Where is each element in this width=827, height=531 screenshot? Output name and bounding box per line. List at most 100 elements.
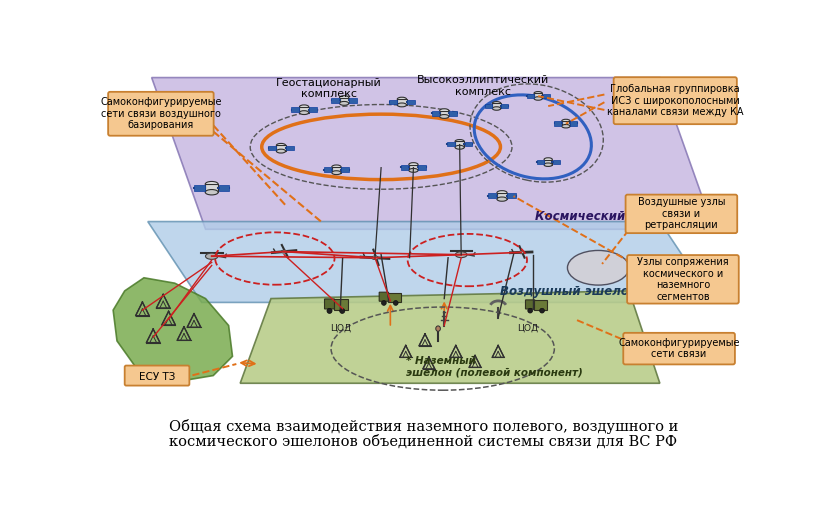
Bar bbox=[418, 165, 426, 169]
Bar bbox=[534, 93, 543, 98]
Ellipse shape bbox=[455, 145, 464, 149]
Ellipse shape bbox=[497, 197, 507, 201]
Text: Высокоэллиптический
комплекс: Высокоэллиптический комплекс bbox=[417, 75, 549, 97]
Bar bbox=[407, 99, 414, 104]
Ellipse shape bbox=[519, 251, 524, 254]
Text: Самоконфигурируемые
сети связи: Самоконфигурируемые сети связи bbox=[619, 338, 740, 359]
Bar bbox=[571, 122, 577, 125]
Ellipse shape bbox=[340, 309, 345, 313]
Bar bbox=[332, 98, 339, 102]
Text: ЦОД: ЦОД bbox=[517, 323, 538, 332]
Bar bbox=[323, 167, 332, 172]
Bar bbox=[488, 193, 496, 198]
FancyBboxPatch shape bbox=[324, 299, 334, 309]
Text: Общая схема взаимодействия наземного полевого, воздушного и: Общая схема взаимодействия наземного пол… bbox=[169, 419, 678, 434]
Ellipse shape bbox=[332, 165, 341, 169]
Ellipse shape bbox=[440, 109, 449, 113]
Bar bbox=[534, 300, 547, 310]
Text: Геостационарный
комплекс: Геостационарный комплекс bbox=[276, 78, 381, 99]
Bar bbox=[527, 93, 533, 98]
Polygon shape bbox=[151, 78, 714, 229]
Ellipse shape bbox=[340, 96, 349, 99]
Ellipse shape bbox=[534, 91, 543, 95]
Text: Глобальная группировка
ИСЗ с широкополосными
каналами связи между КА: Глобальная группировка ИСЗ с широкополос… bbox=[607, 84, 743, 117]
Polygon shape bbox=[240, 291, 660, 383]
Polygon shape bbox=[148, 221, 714, 303]
Ellipse shape bbox=[381, 301, 386, 305]
Bar bbox=[388, 293, 401, 302]
Ellipse shape bbox=[528, 309, 533, 313]
Bar bbox=[286, 145, 294, 150]
Ellipse shape bbox=[205, 182, 218, 187]
Ellipse shape bbox=[497, 191, 507, 195]
Ellipse shape bbox=[340, 101, 349, 105]
Bar bbox=[390, 99, 397, 104]
Ellipse shape bbox=[409, 162, 418, 167]
Bar bbox=[497, 193, 507, 199]
FancyBboxPatch shape bbox=[379, 292, 389, 301]
Bar bbox=[508, 193, 516, 198]
Ellipse shape bbox=[562, 119, 570, 123]
Bar bbox=[501, 104, 508, 108]
Bar bbox=[544, 159, 552, 165]
FancyBboxPatch shape bbox=[627, 255, 739, 304]
Ellipse shape bbox=[540, 309, 544, 313]
FancyBboxPatch shape bbox=[108, 92, 213, 136]
Bar bbox=[194, 185, 205, 191]
Bar bbox=[268, 145, 276, 150]
Bar bbox=[465, 142, 472, 147]
Bar bbox=[340, 98, 349, 104]
Ellipse shape bbox=[276, 143, 285, 147]
Bar bbox=[205, 184, 218, 192]
Ellipse shape bbox=[567, 251, 629, 285]
Ellipse shape bbox=[436, 326, 441, 331]
Ellipse shape bbox=[299, 110, 308, 115]
Ellipse shape bbox=[281, 250, 287, 253]
Ellipse shape bbox=[276, 149, 285, 153]
Bar bbox=[449, 111, 457, 116]
Bar bbox=[562, 121, 570, 126]
Ellipse shape bbox=[327, 309, 332, 313]
Bar bbox=[276, 145, 285, 151]
Ellipse shape bbox=[492, 107, 501, 110]
Bar bbox=[455, 141, 464, 147]
Bar bbox=[432, 111, 439, 116]
FancyBboxPatch shape bbox=[625, 195, 737, 233]
Ellipse shape bbox=[394, 301, 398, 305]
Bar bbox=[440, 110, 449, 116]
Text: Космический эшелон: Космический эшелон bbox=[535, 210, 681, 223]
Text: Узлы сопряжения
космического и
наземного
сегментов: Узлы сопряжения космического и наземного… bbox=[637, 257, 729, 302]
Text: * Наземный
эшелон (полевой компонент): * Наземный эшелон (полевой компонент) bbox=[406, 356, 582, 378]
Ellipse shape bbox=[299, 105, 308, 109]
Bar bbox=[332, 167, 341, 173]
Ellipse shape bbox=[205, 253, 218, 259]
Ellipse shape bbox=[544, 158, 552, 161]
Bar bbox=[485, 104, 492, 108]
Ellipse shape bbox=[397, 97, 407, 101]
Ellipse shape bbox=[371, 256, 379, 260]
Ellipse shape bbox=[492, 101, 501, 105]
Bar bbox=[409, 165, 418, 170]
Bar bbox=[309, 107, 317, 112]
Bar bbox=[492, 104, 501, 108]
Text: ЦОД: ЦОД bbox=[330, 324, 351, 333]
Ellipse shape bbox=[456, 252, 467, 258]
Ellipse shape bbox=[440, 115, 449, 118]
Ellipse shape bbox=[562, 124, 570, 128]
Ellipse shape bbox=[409, 168, 418, 172]
FancyBboxPatch shape bbox=[125, 365, 189, 386]
Text: ЕСУ ТЗ: ЕСУ ТЗ bbox=[139, 372, 175, 382]
Ellipse shape bbox=[534, 97, 543, 100]
Bar bbox=[334, 299, 348, 310]
Bar bbox=[554, 122, 562, 125]
Ellipse shape bbox=[205, 190, 218, 195]
Bar bbox=[543, 93, 550, 98]
Bar bbox=[401, 165, 409, 169]
Text: Самоконфигурируемые
сети связи воздушного
базирования: Самоконфигурируемые сети связи воздушног… bbox=[100, 97, 222, 131]
Text: Воздушные узлы
связи и
ретрансляции: Воздушные узлы связи и ретрансляции bbox=[638, 198, 725, 230]
Text: космического эшелонов объединенной системы связи для ВС РФ: космического эшелонов объединенной систе… bbox=[170, 435, 677, 449]
Bar bbox=[218, 185, 229, 191]
Bar bbox=[291, 107, 299, 112]
Bar bbox=[552, 160, 560, 164]
Bar bbox=[537, 160, 543, 164]
